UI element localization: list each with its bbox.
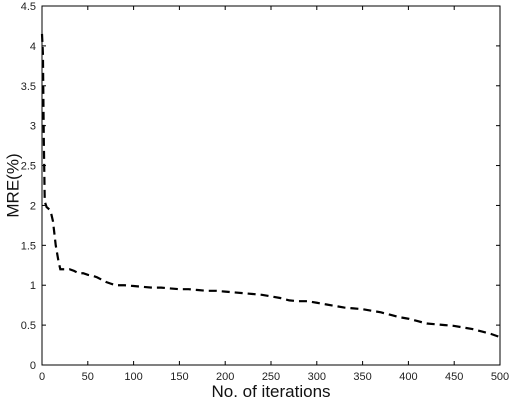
y-tick-label: 1 bbox=[30, 280, 36, 292]
y-tick-label: 1.5 bbox=[21, 240, 36, 252]
x-tick-label: 0 bbox=[39, 371, 45, 383]
y-axis-ticks: 0 0.5 1 1.5 2 2.5 3 3.5 4 4.5 bbox=[21, 1, 500, 372]
x-tick-label: 350 bbox=[353, 371, 371, 383]
y-tick-label: 4.5 bbox=[21, 1, 36, 13]
y-axis-title: MRE(%) bbox=[3, 153, 22, 217]
x-tick-label: 250 bbox=[262, 371, 280, 383]
x-tick-label: 450 bbox=[445, 371, 463, 383]
x-tick-label: 200 bbox=[216, 371, 234, 383]
mre-series-line bbox=[40, 33, 501, 339]
x-tick-label: 300 bbox=[308, 371, 326, 383]
y-tick-label: 4 bbox=[30, 41, 36, 53]
x-tick-label: 50 bbox=[82, 371, 94, 383]
y-tick-label: 0 bbox=[30, 360, 36, 372]
x-axis-ticks: 0 50 100 150 200 250 300 350 400 450 500 bbox=[39, 6, 509, 383]
x-tick-label: 400 bbox=[399, 371, 417, 383]
plot-area bbox=[41, 5, 501, 366]
y-tick-label: 2.5 bbox=[21, 161, 36, 173]
y-tick-label: 2 bbox=[30, 200, 36, 212]
y-tick-label: 0.5 bbox=[21, 320, 36, 332]
x-tick-label: 500 bbox=[491, 371, 509, 383]
y-tick-label: 3 bbox=[30, 121, 36, 133]
x-tick-label: 100 bbox=[124, 371, 142, 383]
x-axis-title: No. of iterations bbox=[211, 382, 330, 401]
x-tick-label: 150 bbox=[170, 371, 188, 383]
y-tick-label: 3.5 bbox=[21, 81, 36, 93]
